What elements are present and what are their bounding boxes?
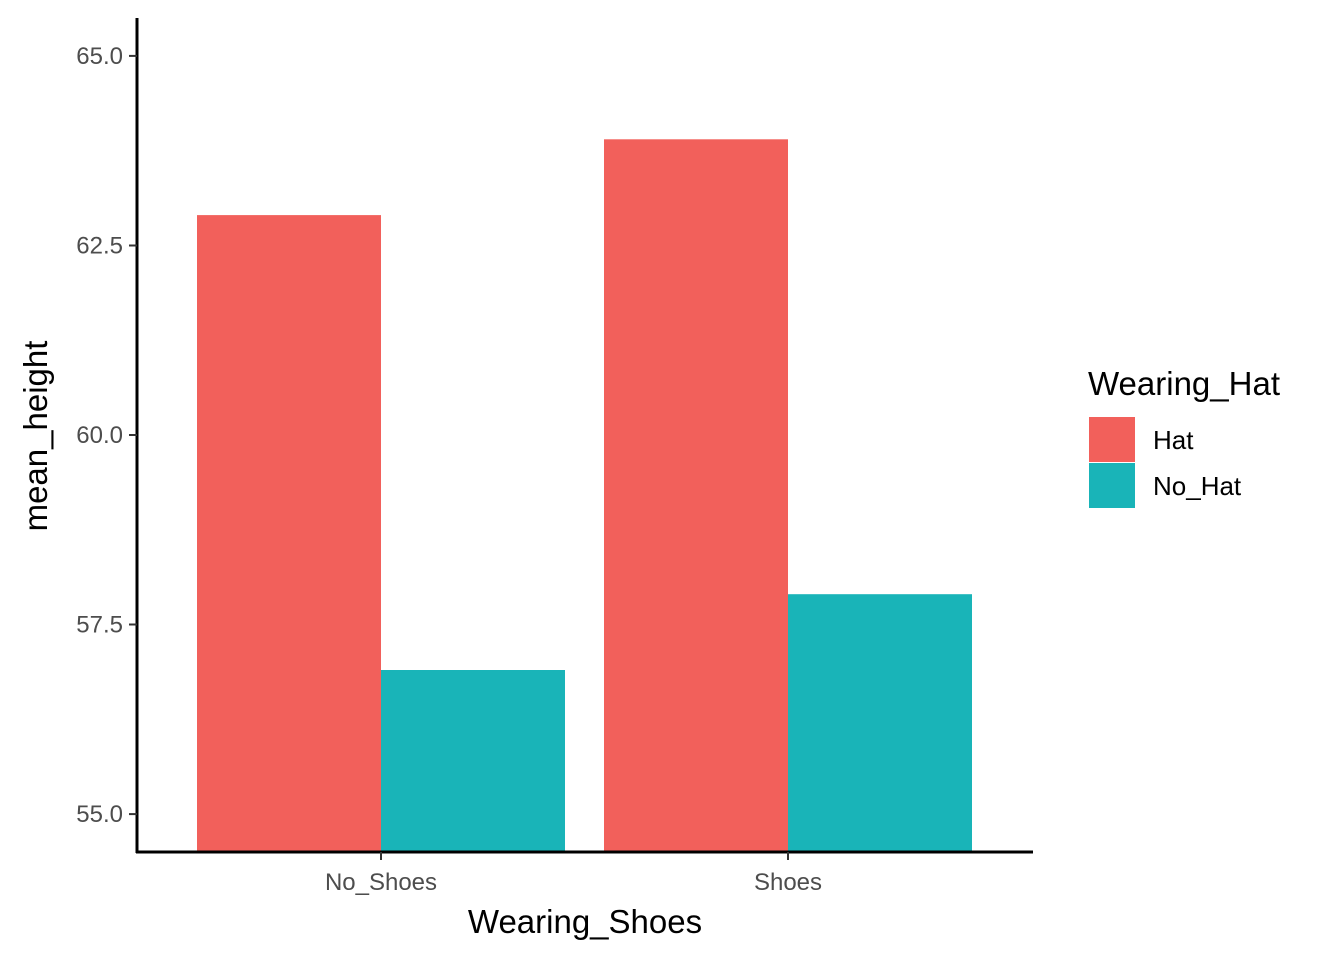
bar-shoes-hat (604, 139, 788, 853)
bar-no-shoes-hat (197, 215, 381, 853)
y-tick-label: 55.0 (76, 801, 123, 828)
x-tick-label: No_Shoes (325, 869, 437, 896)
x-axis-title: Wearing_Shoes (468, 903, 702, 940)
legend-label-hat: Hat (1153, 425, 1194, 455)
bar-no-shoes-no-hat (381, 670, 565, 852)
y-axis-title: mean_height (17, 341, 54, 532)
legend-key-no-hat (1089, 463, 1135, 508)
legend: Wearing_Hat Hat No_Hat (1088, 365, 1280, 508)
legend-key-hat (1089, 417, 1135, 462)
x-tick-label: Shoes (754, 869, 822, 896)
y-tick-label: 65.0 (76, 43, 123, 70)
ticks-layer: No_Shoes Shoes 55.0 57.5 60.0 62.5 65.0 (76, 43, 822, 896)
y-tick-label: 60.0 (76, 422, 123, 449)
legend-label-no-hat: No_Hat (1153, 471, 1242, 501)
y-tick-label: 62.5 (76, 233, 123, 260)
y-tick-label: 57.5 (76, 612, 123, 639)
bars-layer (197, 139, 972, 853)
legend-title: Wearing_Hat (1088, 365, 1280, 402)
bar-shoes-no-hat (788, 594, 972, 852)
